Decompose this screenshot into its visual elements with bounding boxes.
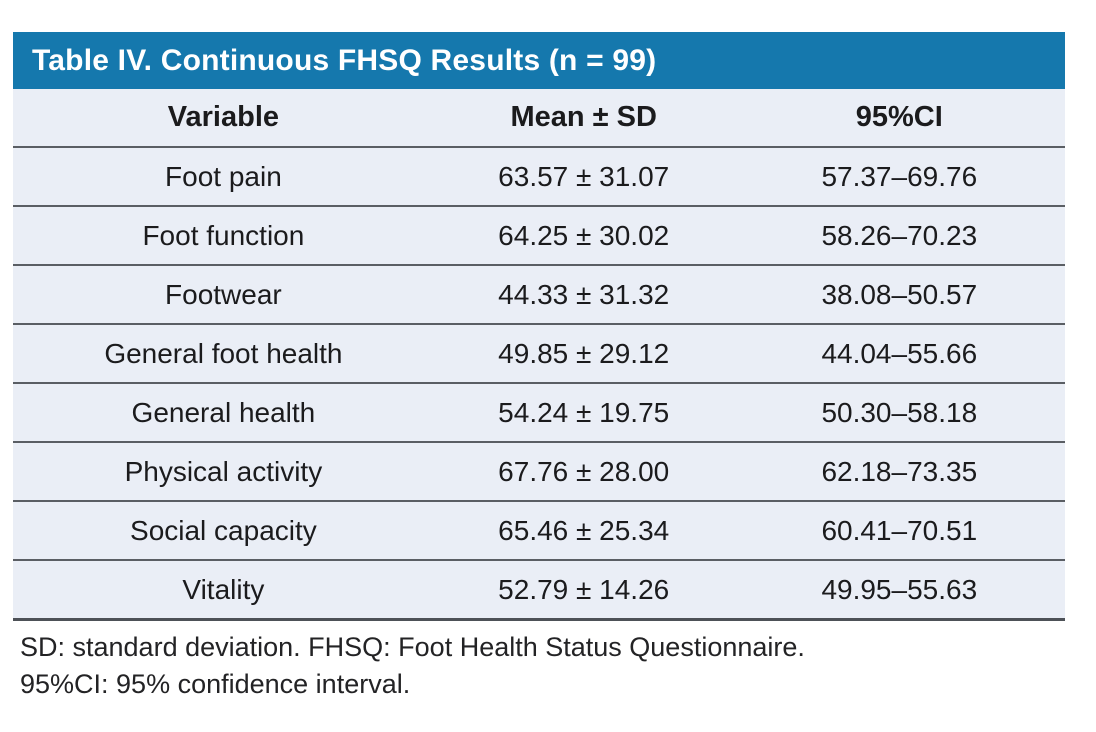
ci-cell: 62.18–73.35 [821,455,978,487]
mean-sd-cell: 63.57 ± 31.07 [498,160,670,192]
table-row: Foot pain 63.57 ± 31.07 57.37–69.76 [13,148,1065,207]
table-title: Table IV. Continuous FHSQ Results (n = 9… [13,32,1065,89]
mean-sd-cell: 54.24 ± 19.75 [498,396,670,428]
ci-cell: 57.37–69.76 [821,160,978,192]
table-row: Physical activity 67.76 ± 28.00 62.18–73.3… [13,443,1065,502]
table-row: Foot function 64.25 ± 30.02 58.26–70.23 [13,207,1065,266]
ci-cell: 50.30–58.18 [821,396,978,428]
footnote-line: 95%CI: 95% confidence interval. [20,669,411,699]
ci-cell: 58.26–70.23 [821,219,978,251]
variable-cell: Physical activity [124,455,323,487]
mean-sd-cell: 52.79 ± 14.26 [498,573,670,605]
mean-sd-cell: 65.46 ± 25.34 [498,514,670,546]
variable-cell: Footwear [165,278,282,310]
table-row: Footwear 44.33 ± 31.32 38.08–50.57 [13,266,1065,325]
mean-sd-cell: 49.85 ± 29.12 [498,337,670,369]
table-footnotes: SD: standard deviation. FHSQ: Foot Healt… [13,621,1065,703]
table-body: Foot pain 63.57 ± 31.07 57.37–69.76 Foot fu… [13,148,1065,621]
variable-cell: Social capacity [130,514,317,546]
mean-sd-cell: 64.25 ± 30.02 [498,219,670,251]
ci-cell: 49.95–55.63 [821,573,978,605]
table-row: General foot health 49.85 ± 29.12 44.04–55… [13,325,1065,384]
footnote-line: SD: standard deviation. FHSQ: Foot Healt… [20,632,805,662]
ci-cell: 38.08–50.57 [821,278,978,310]
fhsq-results-table: Table IV. Continuous FHSQ Results (n = 9… [13,32,1065,703]
variable-cell: Foot function [142,219,305,251]
column-header-variable: Variable [167,101,280,133]
ci-cell: 60.41–70.51 [821,514,978,546]
table-row: Vitality 52.79 ± 14.26 49.95–55.63 [13,561,1065,621]
ci-cell: 44.04–55.66 [821,337,978,369]
variable-cell: General health [131,396,316,428]
column-header-mean-sd: Mean ± SD [510,101,657,133]
variable-cell: Vitality [182,573,265,605]
variable-cell: Foot pain [165,160,282,192]
variable-cell: General foot health [104,337,343,369]
mean-sd-cell: 67.76 ± 28.00 [498,455,670,487]
table-row: Social capacity 65.46 ± 25.34 60.41–70.51 [13,502,1065,561]
mean-sd-cell: 44.33 ± 31.32 [498,278,670,310]
column-header-95ci: 95%CI [855,101,943,133]
table-row: General health 54.24 ± 19.75 50.30–58.18 [13,384,1065,443]
table-header-row: Variable Mean ± SD 95%CI [13,89,1065,148]
